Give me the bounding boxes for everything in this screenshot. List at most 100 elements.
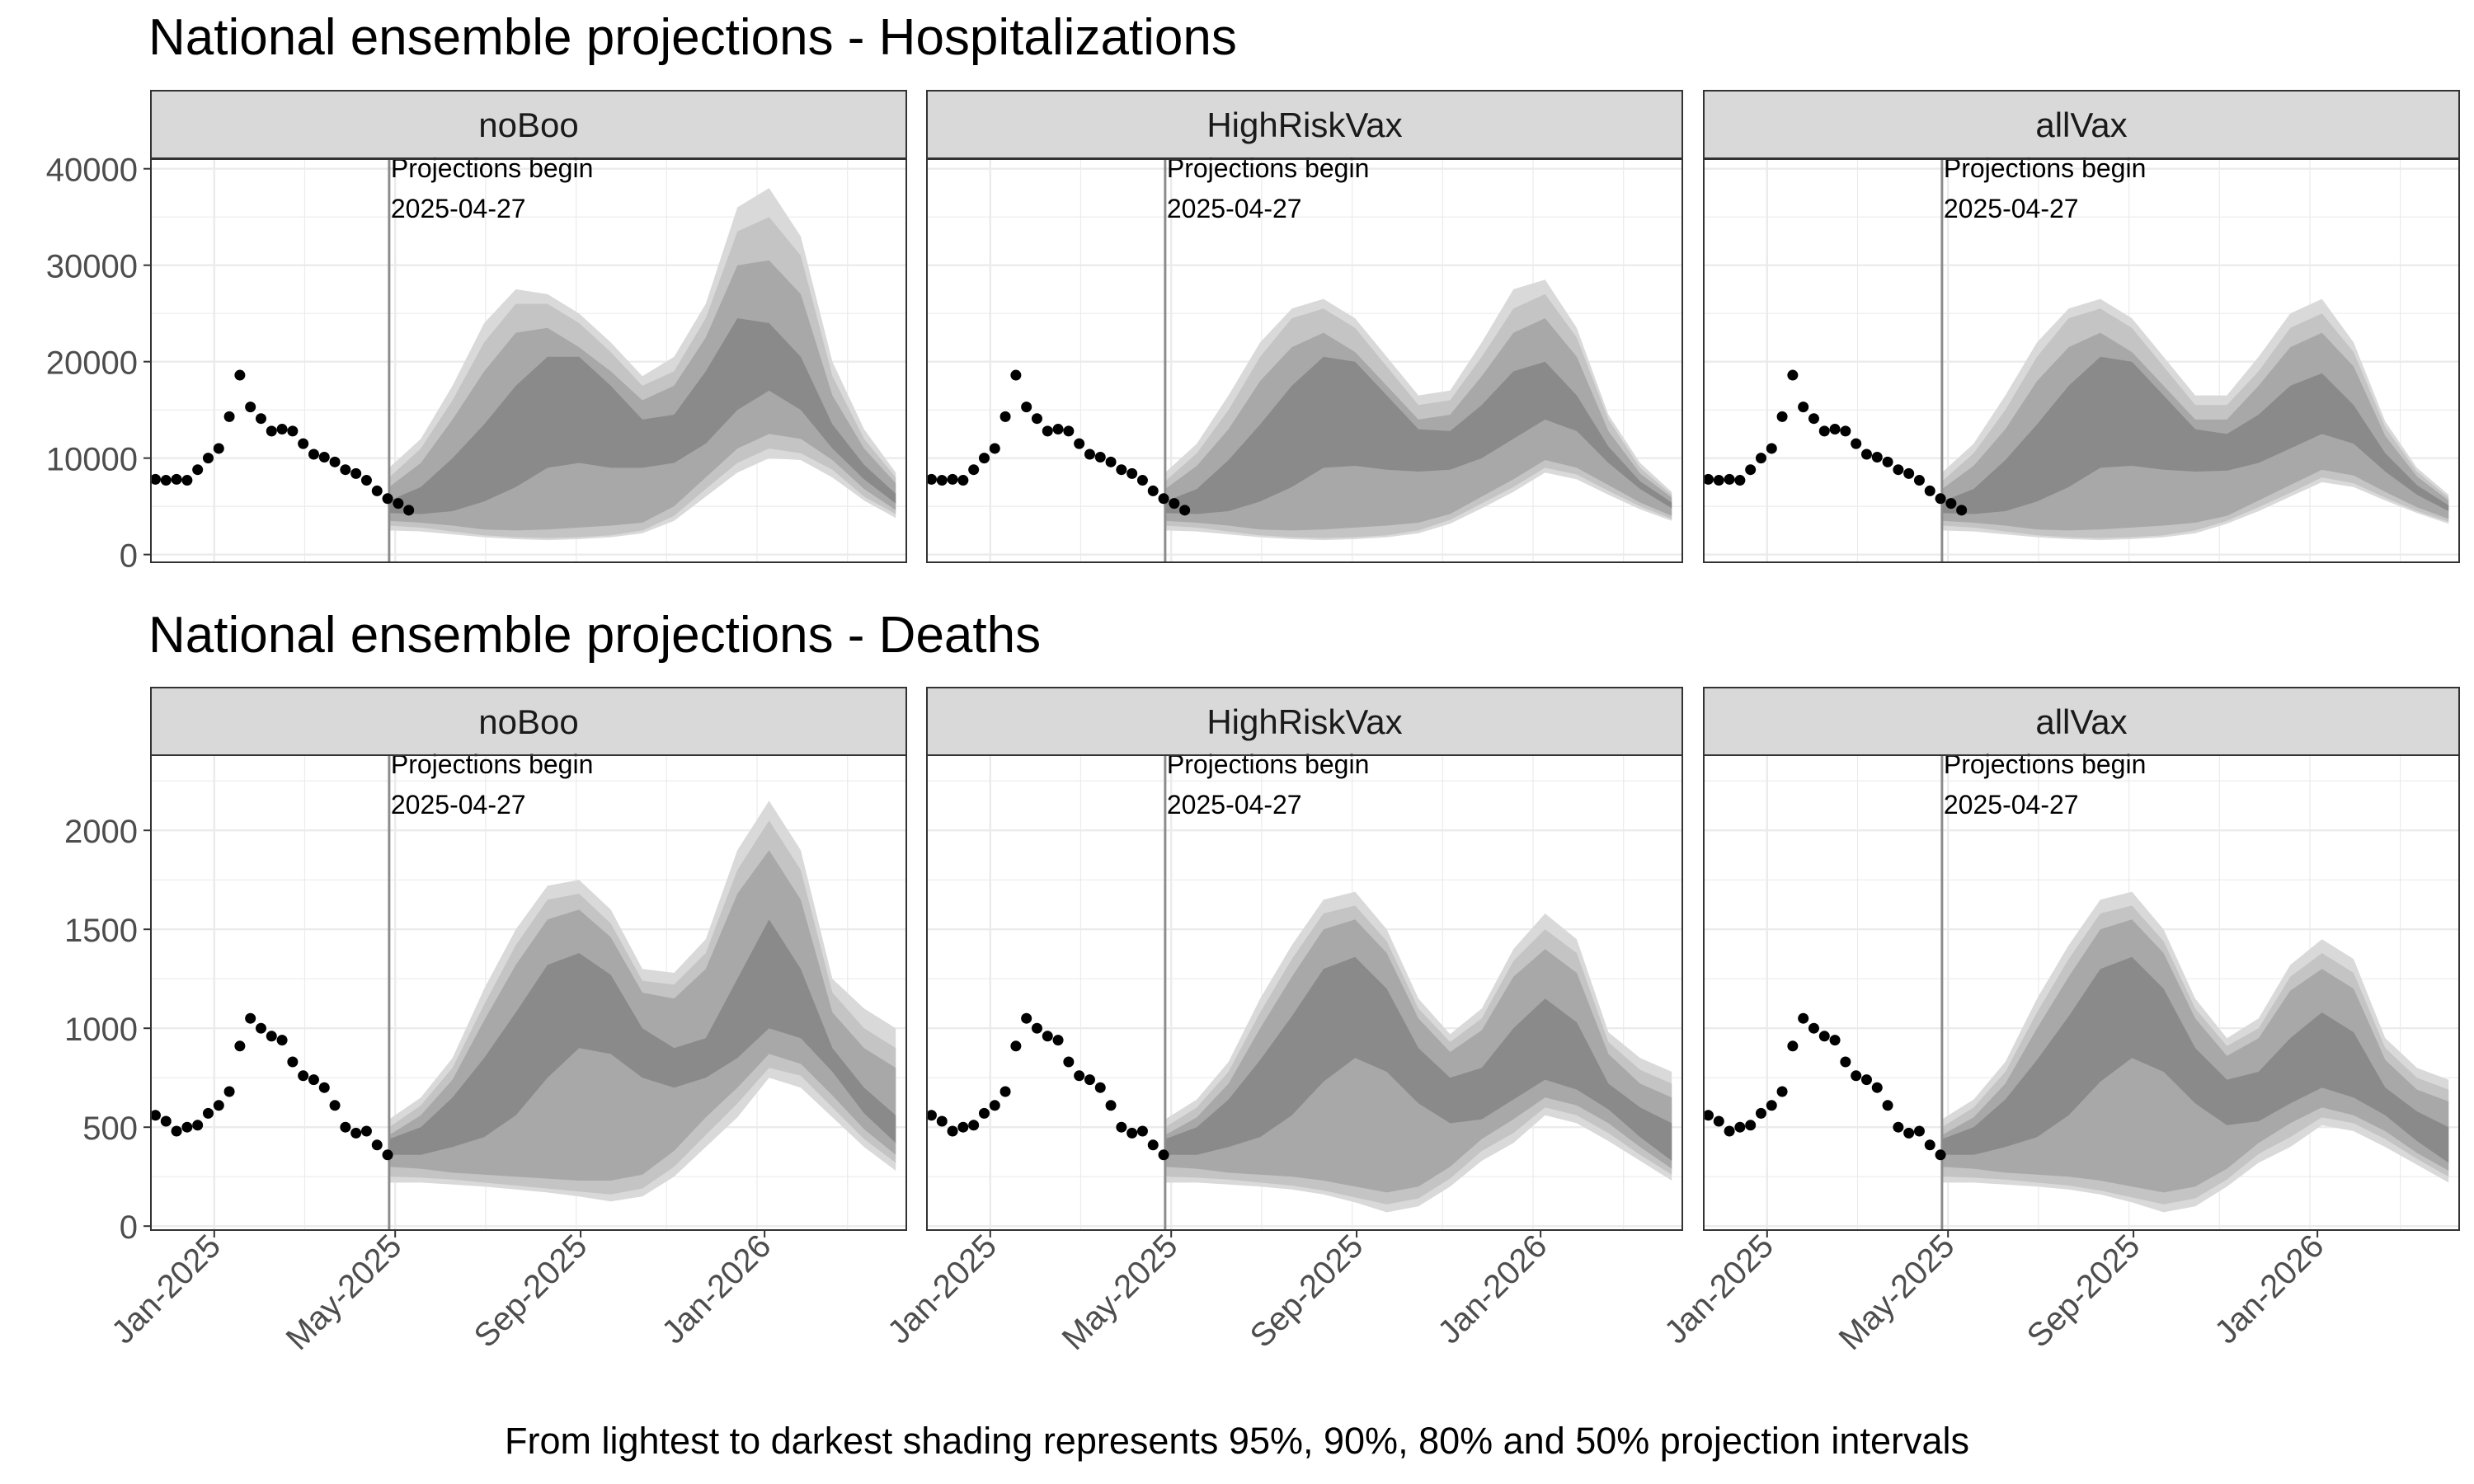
observed-point [1031,413,1042,425]
observed-point [1734,1121,1746,1133]
y-tick-label: 1000 [64,1012,138,1048]
x-tick-label: Jan-2026 [2208,1228,2331,1350]
observed-point [329,1100,341,1111]
observed-point [999,1086,1011,1097]
observed-point [360,1125,372,1137]
projection-annotation-line1: Projections begin [1944,153,2146,183]
deaths-row: noBoo Projections begin 2025-04-27 Jan-2025… [64,687,2460,1357]
observed-point [371,1139,383,1151]
projection-band-50 [1941,956,2449,1163]
observed-point [245,402,256,413]
observed-point [276,1035,288,1046]
hospitalizations-title: National ensemble projections - Hospital… [148,9,1237,66]
observed-point [1084,1074,1095,1086]
x-tick-label: May-2025 [1832,1228,1962,1357]
observed-point [947,473,958,485]
observed-point [202,1107,214,1119]
observed-point [1116,464,1127,476]
observed-point [1882,456,1893,467]
observed-point [245,1012,256,1024]
y-tick-label: 1500 [64,913,138,949]
observed-point [1893,1121,1904,1133]
observed-point [1840,425,1851,437]
observed-point [1713,475,1724,486]
observed-point [329,456,341,467]
observed-point [947,1125,958,1137]
projection-annotation-line1: Projections begin [1944,749,2146,779]
panel-border [1703,754,2460,1231]
observed-point [1010,369,1022,381]
panel-border [926,754,1683,1231]
x-tick-label: Jan-2026 [655,1228,778,1350]
x-tick-label: May-2025 [1056,1228,1185,1357]
observed-point [989,443,1000,454]
observed-point [1158,493,1169,505]
observed-point [1924,485,1935,496]
observed-point [160,1115,172,1127]
x-tick-label: Jan-2025 [1658,1228,1780,1350]
observed-point [234,369,246,381]
observed-point [287,425,299,437]
observed-point [1126,1127,1138,1139]
observed-point [1116,1121,1127,1133]
observed-point [1871,451,1883,463]
observed-point [1126,467,1138,479]
observed-point [318,1082,330,1093]
strip-label-allVax: allVax [2035,106,2127,144]
observed-point [318,451,330,463]
observed-point [1818,1031,1830,1042]
observed-point [936,475,948,486]
observed-point [1042,425,1053,437]
observed-point [1136,475,1148,486]
observed-point [1084,448,1095,460]
observed-point [1094,451,1106,463]
observed-point [1094,1082,1106,1093]
y-tick-label: 500 [82,1111,138,1147]
projection-annotation-line2: 2025-04-27 [391,194,526,223]
observed-point [1702,1110,1714,1121]
projection-band-50 [388,318,896,514]
observed-point [1031,1022,1042,1034]
observed-point [213,1100,224,1111]
observed-point [1829,424,1841,435]
observed-point [1074,438,1085,449]
observed-point [1798,1012,1809,1024]
strip-background [926,687,1683,756]
observed-point [1903,1127,1915,1139]
observed-point [149,473,161,485]
observed-point [340,1121,351,1133]
observed-point [1903,467,1915,479]
observed-point [1818,425,1830,437]
observed-point [957,475,969,486]
observed-point [1851,438,1862,449]
observed-point [266,425,277,437]
observed-point [1935,1149,1946,1161]
observed-point [308,448,319,460]
observed-point [1713,1115,1724,1127]
observed-point [1776,1086,1788,1097]
observed-point [1074,1070,1085,1082]
strip-label-noBoo: noBoo [478,702,578,741]
observed-point [1724,473,1735,485]
panel-HighRiskVax: HighRiskVax Projections begin 2025-04-27 Ja… [881,687,1683,1357]
observed-point [308,1074,319,1086]
observed-point [1042,1031,1053,1042]
projection-annotation-line1: Projections begin [391,153,593,183]
observed-point [1787,1040,1799,1052]
figure-caption: From lightest to darkest shading represe… [505,1420,1969,1462]
projection-annotation-line1: Projections begin [1167,749,1369,779]
panel-noBoo: noBoo Projections begin 2025-04-27 Jan-2025… [105,687,907,1357]
y-tick-label: 40000 [46,153,138,189]
x-tick-label: Jan-2026 [1431,1228,1554,1350]
observed-point [1105,1100,1117,1111]
observed-point [181,1121,193,1133]
observed-point [1924,1139,1935,1151]
observed-point [1860,1074,1872,1086]
observed-point [160,475,172,486]
observed-point [1021,402,1032,413]
observed-point [1871,1082,1883,1093]
x-tick-label: Jan-2025 [881,1228,1004,1350]
observed-point [925,473,937,485]
observed-point [1766,443,1777,454]
hospitalizations-row: noBoo Projections begin 2025-04-27 0 10000 20… [46,90,2460,575]
